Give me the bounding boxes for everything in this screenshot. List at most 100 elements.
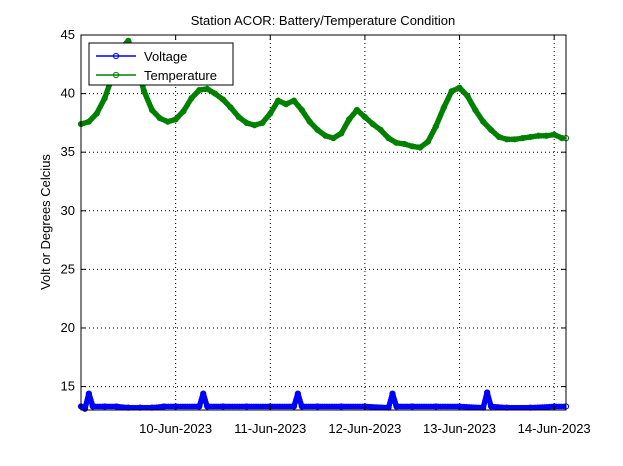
data-point: [81, 405, 89, 412]
data-point: [294, 390, 301, 397]
data-point: [330, 135, 337, 142]
data-point: [314, 403, 321, 410]
legend: Voltage Temperature: [88, 42, 234, 86]
data-point: [180, 108, 187, 115]
x-tick-label: 11-Jun-2023: [234, 421, 306, 436]
chart-title: Station ACOR: Battery/Temperature Condit…: [191, 13, 455, 28]
data-point: [113, 403, 120, 410]
data-point: [385, 135, 392, 142]
data-point: [369, 120, 376, 128]
data-point: [527, 133, 534, 141]
data-point: [409, 143, 416, 150]
data-point: [160, 403, 167, 410]
data-point: [204, 85, 211, 93]
data-point: [393, 403, 400, 410]
data-point: [487, 403, 495, 410]
data-point: [535, 132, 542, 139]
y-tick-label: 15: [61, 379, 75, 394]
data-point: [464, 92, 471, 100]
data-point: [306, 118, 313, 125]
data-point: [164, 118, 171, 125]
data-point: [211, 90, 219, 97]
data-point: [409, 403, 416, 410]
data-point: [456, 84, 463, 91]
data-point: [322, 132, 329, 139]
data-point: [338, 130, 345, 137]
data-point: [484, 389, 491, 396]
data-point: [251, 122, 258, 129]
y-axis-label: Volt or Degrees Celcius: [38, 154, 53, 290]
legend-label: Voltage: [144, 49, 187, 64]
data-point: [243, 403, 250, 410]
data-point: [495, 133, 503, 141]
data-point: [85, 390, 92, 397]
data-point: [204, 403, 211, 410]
data-point: [338, 403, 345, 410]
legend-box: [88, 42, 234, 86]
data-point: [472, 106, 479, 114]
data-point: [432, 403, 439, 410]
y-tick-label: 40: [61, 86, 75, 101]
data-point: [227, 104, 234, 111]
data-point: [401, 140, 408, 148]
data-point: [432, 123, 439, 130]
data-point: [101, 95, 108, 102]
data-point: [353, 106, 361, 114]
data-point: [259, 119, 266, 126]
data-point: [200, 390, 207, 397]
data-point: [290, 403, 298, 410]
data-point: [148, 106, 156, 114]
data-point: [543, 132, 550, 139]
y-tick-label: 35: [61, 144, 75, 159]
x-tick-label: 13-Jun-2023: [423, 421, 496, 436]
data-point: [377, 126, 384, 134]
data-point: [196, 86, 203, 94]
y-tick-label: 30: [61, 203, 75, 218]
data-point: [290, 97, 298, 104]
data-point: [219, 403, 227, 410]
data-point: [243, 119, 250, 126]
data-point: [89, 403, 96, 410]
x-tick-label: 10-Jun-2023: [139, 421, 212, 436]
legend-swatch-marker: [112, 52, 120, 60]
data-point: [551, 131, 558, 138]
series-temperature: [77, 37, 570, 151]
data-point: [235, 113, 242, 121]
data-point: [361, 113, 369, 121]
data-point: [93, 110, 100, 117]
series-layer: [77, 37, 570, 412]
data-point: [275, 97, 282, 104]
y-tick-label: 20: [61, 320, 75, 335]
data-point: [267, 110, 274, 117]
legend-item-voltage: Voltage: [96, 49, 187, 64]
data-point: [440, 104, 447, 111]
data-point: [417, 144, 424, 151]
data-point: [314, 126, 321, 134]
ticks-layer: 15 20 25 30 35 40 45 10-Jun-2023 11-Jun-2023 12-J…: [61, 27, 591, 436]
y-tick-label: 25: [61, 261, 75, 276]
data-point: [219, 96, 227, 103]
data-point: [196, 403, 203, 410]
data-point: [282, 101, 290, 108]
data-point: [298, 403, 305, 410]
x-tick-label: 14-Jun-2023: [518, 421, 591, 436]
data-point: [480, 118, 487, 125]
data-point: [448, 88, 455, 95]
data-point: [188, 95, 195, 102]
data-point: [393, 139, 400, 146]
legend-swatch-marker: [112, 71, 120, 79]
data-point: [140, 88, 148, 95]
data-point: [172, 116, 179, 123]
data-point: [85, 118, 92, 125]
data-point: [487, 126, 495, 134]
data-point: [156, 115, 163, 122]
x-tick-label: 12-Jun-2023: [328, 421, 401, 436]
axes-box: [80, 34, 567, 411]
data-point: [424, 138, 432, 145]
data-point: [389, 390, 396, 397]
grid-layer: [81, 34, 566, 410]
data-point: [503, 136, 510, 143]
data-point: [519, 135, 526, 142]
